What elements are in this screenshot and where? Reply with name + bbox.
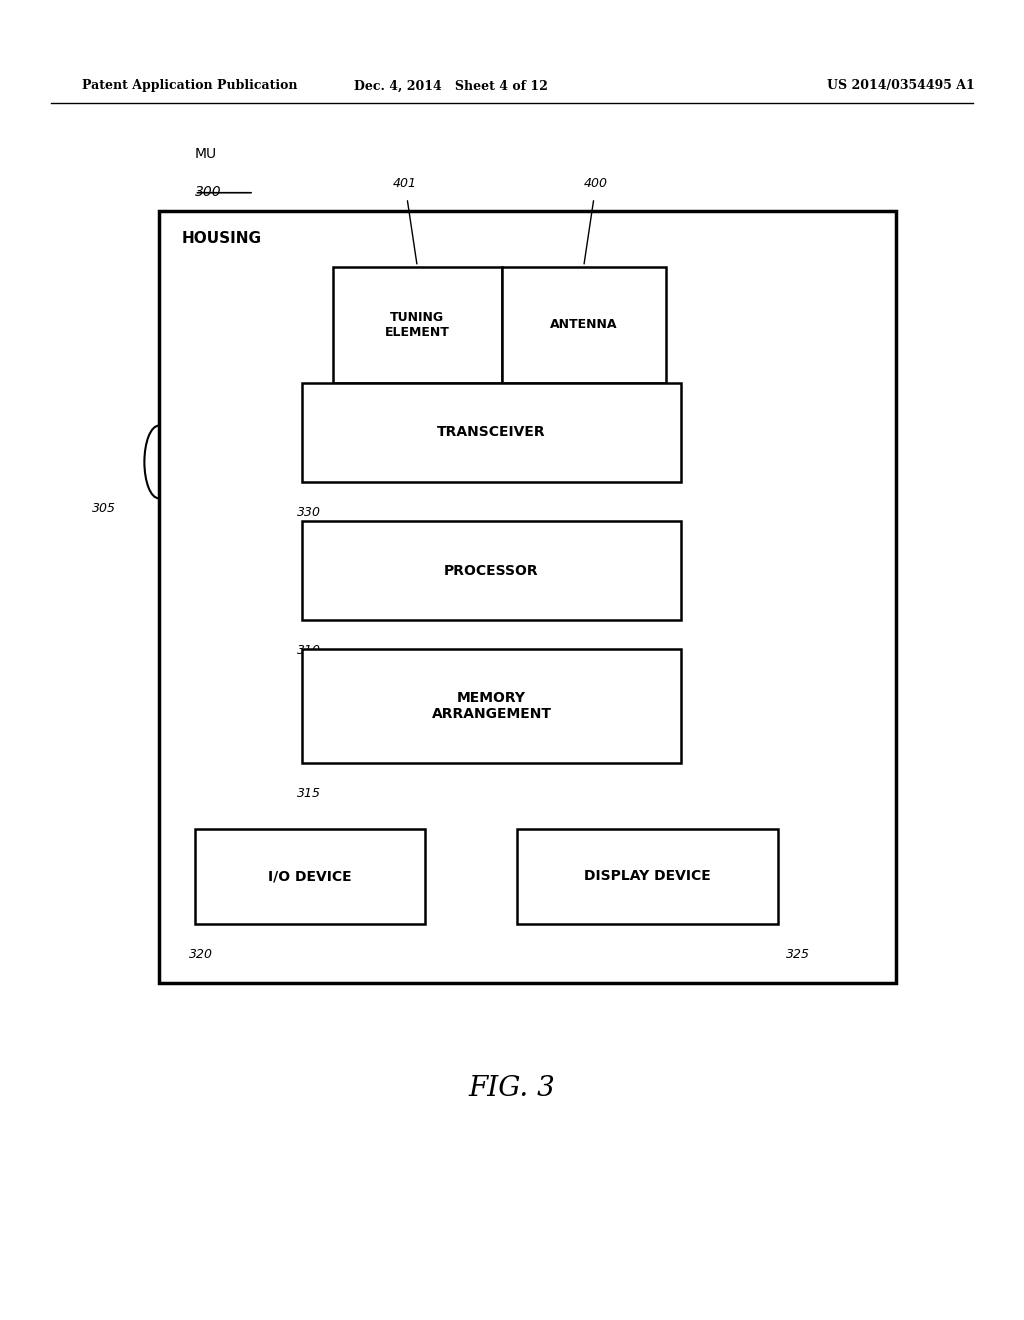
Text: Patent Application Publication: Patent Application Publication [82,79,297,92]
Text: 300: 300 [195,185,221,199]
Text: ANTENNA: ANTENNA [550,318,617,331]
Text: 315: 315 [297,787,321,800]
Text: DISPLAY DEVICE: DISPLAY DEVICE [585,870,711,883]
Text: 330: 330 [297,506,321,519]
Text: MU: MU [195,147,217,161]
Text: 320: 320 [189,948,213,961]
FancyBboxPatch shape [302,521,681,620]
Text: 401: 401 [393,177,417,190]
Text: PROCESSOR: PROCESSOR [444,564,539,578]
Text: HOUSING: HOUSING [181,231,261,246]
Text: 400: 400 [584,177,608,190]
FancyBboxPatch shape [302,383,681,482]
Text: I/O DEVICE: I/O DEVICE [268,870,351,883]
FancyBboxPatch shape [333,267,502,383]
FancyBboxPatch shape [195,829,425,924]
Text: MEMORY
ARRANGEMENT: MEMORY ARRANGEMENT [431,692,552,721]
Text: Dec. 4, 2014   Sheet 4 of 12: Dec. 4, 2014 Sheet 4 of 12 [353,79,548,92]
FancyBboxPatch shape [517,829,778,924]
FancyBboxPatch shape [302,649,681,763]
Text: US 2014/0354495 A1: US 2014/0354495 A1 [827,79,975,92]
Text: TRANSCEIVER: TRANSCEIVER [437,425,546,440]
Text: FIG. 3: FIG. 3 [469,1076,555,1102]
Text: 325: 325 [786,948,810,961]
FancyBboxPatch shape [159,211,896,983]
Text: 310: 310 [297,644,321,657]
Text: TUNING
ELEMENT: TUNING ELEMENT [385,310,450,339]
FancyBboxPatch shape [502,267,666,383]
Text: 305: 305 [92,502,116,515]
